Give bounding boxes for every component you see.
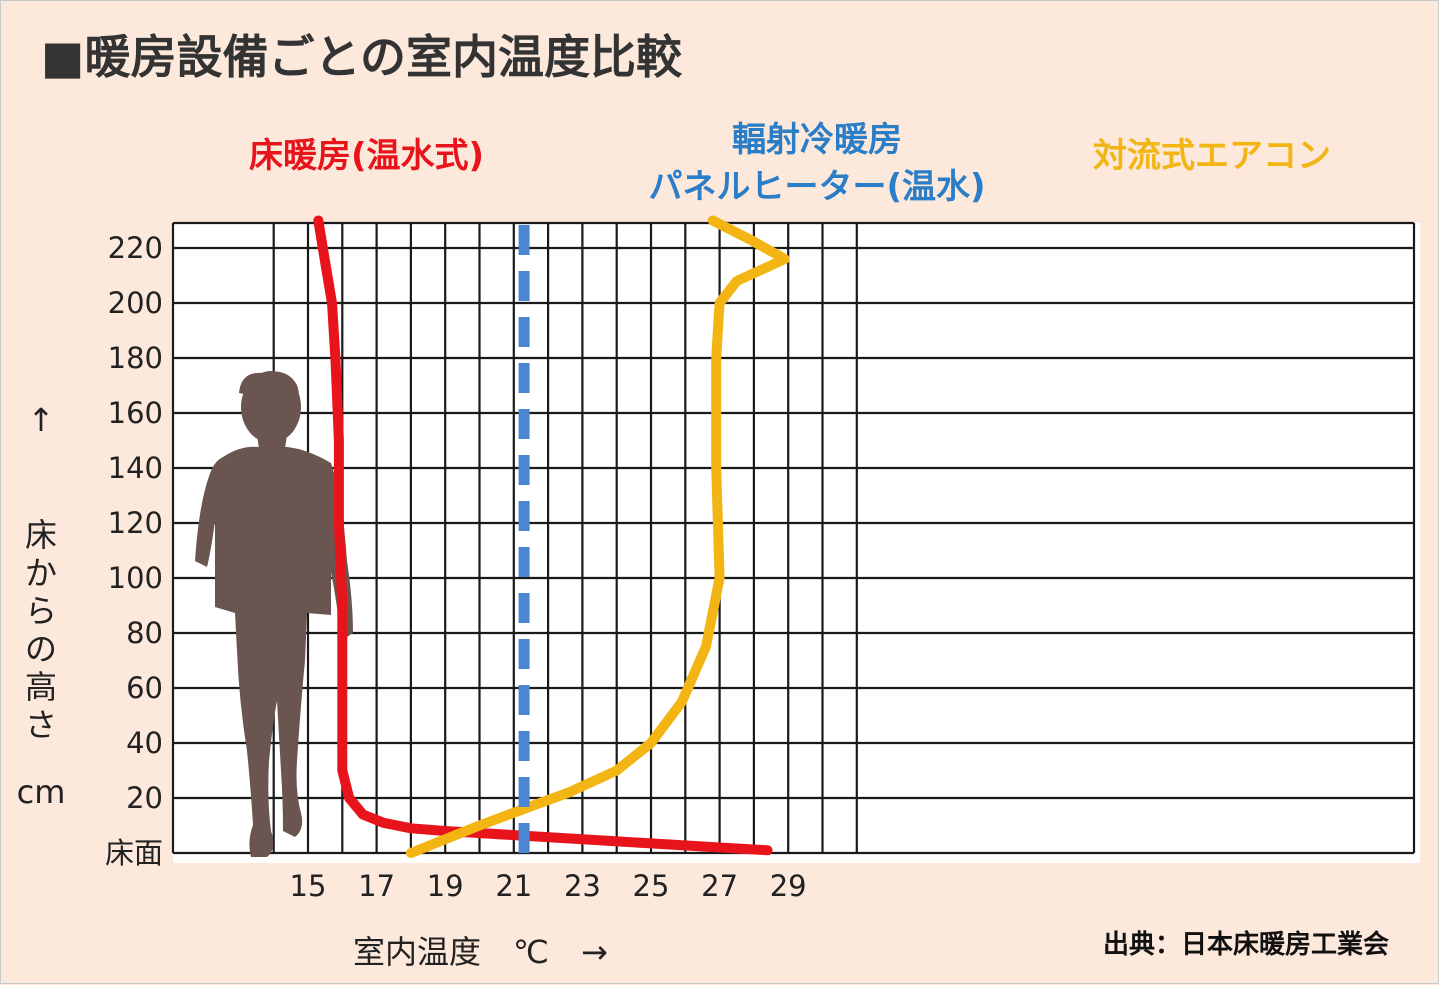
y-axis-title-char: ら	[25, 592, 57, 630]
y-axis-title-char: 高	[25, 668, 57, 706]
y-tick-label: 60	[126, 671, 163, 705]
x-tick-label: 25	[633, 869, 670, 903]
grid	[171, 221, 1416, 855]
y-tick-label: 140	[108, 451, 163, 485]
y-tick-label: 40	[126, 726, 163, 760]
x-axis-ticks: 15 17 19 21 23 25 27 29	[290, 869, 807, 903]
x-tick-label: 19	[427, 869, 464, 903]
chart-title: ■暖房設備ごとの室内温度比較	[41, 30, 683, 84]
y-axis-title-char: か	[25, 554, 57, 592]
y-tick-label: 80	[126, 616, 163, 650]
y-axis-title-char: の	[25, 630, 57, 668]
y-tick-label: 160	[108, 396, 163, 430]
x-tick-label: 23	[564, 869, 601, 903]
series-line-2	[405, 215, 790, 858]
y-axis-title-char: さ	[25, 706, 57, 744]
y-tick-label: 220	[108, 231, 163, 265]
x-tick-label: 15	[290, 869, 327, 903]
y-axis-title-char: 床	[25, 516, 57, 554]
y-axis-unit: cm	[17, 773, 66, 811]
y-tick-label: 120	[108, 506, 163, 540]
y-tick-label: 20	[126, 781, 163, 815]
x-tick-label: 17	[358, 869, 395, 903]
legend-radiant-panel-line2: パネルヒーター(温水)	[648, 167, 985, 207]
y-tick-label: 180	[108, 341, 163, 375]
y-tick-label: 200	[108, 286, 163, 320]
x-tick-label: 21	[495, 869, 532, 903]
y-axis-ticks: 床面 20 40 60 80 100 120 140 160 180 200 220	[105, 231, 163, 870]
legend-floor-heating: 床暖房(温水式)	[249, 136, 484, 176]
x-axis-title: 室内温度 ℃ →	[353, 933, 608, 971]
legend-air-conditioner: 対流式エアコン	[1093, 136, 1331, 176]
legend-radiant-panel-line1: 輻射冷暖房	[732, 120, 902, 160]
plot-area	[173, 223, 1420, 863]
series-layer	[313, 215, 790, 858]
y-tick-label: 床面	[105, 836, 163, 870]
source-note: 出典：日本床暖房工業会	[1103, 929, 1389, 960]
x-tick-label: 27	[701, 869, 738, 903]
y-tick-label: 100	[108, 561, 163, 595]
y-axis-arrow: ↑	[28, 401, 55, 439]
person-silhouette-icon	[195, 371, 353, 857]
x-tick-label: 29	[770, 869, 807, 903]
series-line-0	[313, 215, 773, 856]
